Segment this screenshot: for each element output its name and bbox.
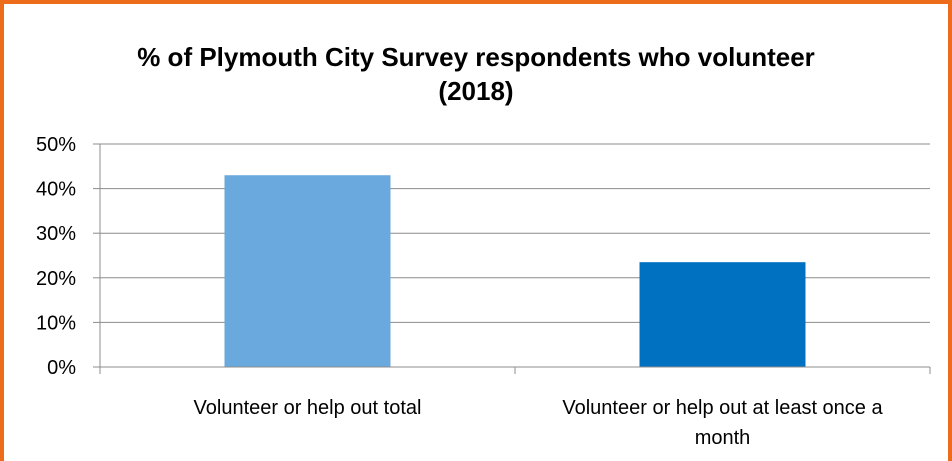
x-category-label: Volunteer or help out total (194, 397, 422, 419)
bar (224, 175, 391, 367)
bars (224, 175, 806, 367)
y-tick-label: 50% (36, 134, 76, 156)
x-category-label: Volunteer or help out at least once a (562, 397, 883, 419)
y-tick-label: 0% (47, 357, 76, 379)
chart-title-line-1: % of Plymouth City Survey respondents wh… (137, 42, 815, 72)
y-axis-tick-labels: 0% 10% 20% 30% 40% 50% (36, 134, 76, 379)
x-category-label: month (695, 427, 751, 449)
y-tick-label: 40% (36, 179, 76, 201)
x-axis-category-labels: Volunteer or help out total Volunteer or … (194, 397, 884, 449)
axes (99, 144, 931, 374)
y-tick-label: 20% (36, 268, 76, 290)
chart-title: % of Plymouth City Survey respondents wh… (0, 40, 952, 108)
y-tick-label: 10% (36, 312, 76, 334)
bar (639, 262, 806, 367)
chart-title-line-2: (2018) (438, 76, 514, 106)
y-tick-label: 30% (36, 223, 76, 245)
